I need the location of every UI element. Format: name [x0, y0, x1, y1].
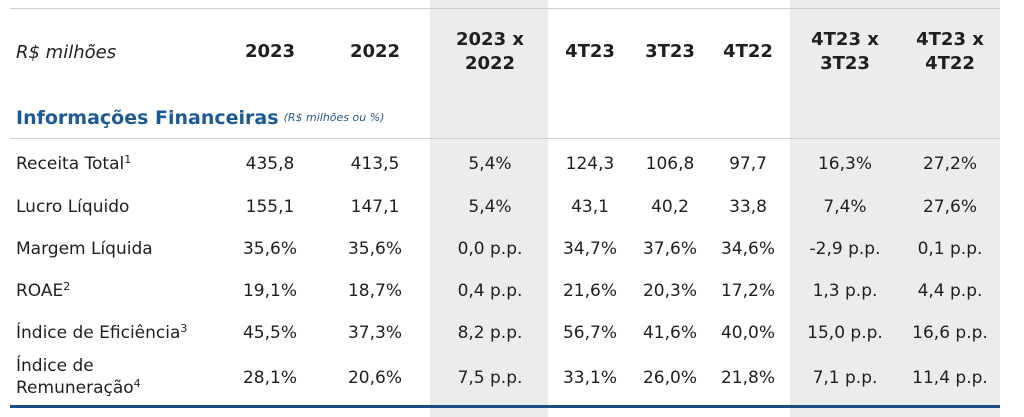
table-cell: 18,7% [347, 281, 402, 301]
row-label-text: Receita Total [16, 154, 125, 174]
table-cell: 37,3% [347, 323, 402, 343]
table-cell: 124,3 [565, 154, 615, 174]
table-cell: 155,1 [245, 197, 295, 217]
col-header-3T23: 3T23 [645, 41, 695, 62]
table-cell: 27,6% [922, 197, 977, 217]
row-label: Receita Total1 [16, 146, 131, 182]
section-subtitle: (R$ milhões ou %) [283, 110, 385, 124]
table-cell: 21,6% [562, 281, 617, 301]
table-cell: 40,0% [720, 323, 775, 343]
table-cell: 33,8 [729, 197, 767, 217]
footnote-marker: 2 [63, 280, 71, 293]
table-cell: 37,6% [642, 239, 697, 259]
unit-label: R$ milhões [16, 41, 117, 63]
table-cell: 35,6% [347, 239, 402, 259]
row-label-text: ROAE [16, 281, 64, 301]
table-cell: 20,3% [642, 281, 697, 301]
col-header-2023x2022: 2023 x 2022 [456, 29, 524, 74]
table-cell: 5,4% [468, 154, 512, 174]
table-cell: 8,2 p.p. [457, 323, 523, 343]
table-cell: 17,2% [720, 281, 775, 301]
table-cell: 0,4 p.p. [457, 281, 523, 301]
table-cell: 26,0% [642, 368, 697, 388]
row-label-text: Lucro Líquido [16, 197, 130, 217]
table-cell: 7,4% [823, 197, 867, 217]
row-label-text: Índice de Eficiência [16, 323, 181, 343]
row-label-text: Margem Líquida [16, 239, 153, 259]
footnote-marker: 3 [180, 322, 188, 335]
table-cell: 97,7 [729, 154, 767, 174]
table-cell: 15,0 p.p. [807, 323, 883, 343]
section-divider [10, 138, 1000, 139]
bottom-rule [10, 405, 1000, 408]
table-cell: 0,1 p.p. [917, 239, 983, 259]
table-cell: 4,4 p.p. [917, 281, 983, 301]
table-cell: 20,6% [347, 368, 402, 388]
row-label: Margem Líquida [16, 231, 153, 267]
col-header-4T23x3T23: 4T23 x 3T23 [811, 29, 879, 74]
col-header-4T23x4T22: 4T23 x 4T22 [916, 29, 984, 74]
table-cell: 7,5 p.p. [457, 368, 523, 388]
section-title: Informações Financeiras (R$ milhões ou %) [16, 107, 385, 129]
table-cell: 45,5% [242, 323, 297, 343]
table-cell: 33,1% [562, 368, 617, 388]
table-cell: 5,4% [468, 197, 512, 217]
table-cell: 1,3 p.p. [812, 281, 878, 301]
table-cell: 147,1 [350, 197, 400, 217]
table-cell: 0,0 p.p. [457, 239, 523, 259]
row-label: Lucro Líquido [16, 189, 129, 225]
shaded-columns-quarter-comparisons [790, 0, 1000, 417]
col-header-2022: 2022 [349, 41, 401, 62]
table-cell: 35,6% [242, 239, 297, 259]
footnote-marker: 4 [133, 377, 141, 390]
table-cell: -2,9 p.p. [809, 239, 881, 259]
row-label: Índice de Eficiência3 [16, 315, 187, 351]
col-header-4T23: 4T23 [565, 41, 615, 62]
row-label-text-line2: Remuneração [16, 378, 134, 398]
table-cell: 413,5 [350, 154, 400, 174]
row-label: ROAE2 [16, 273, 70, 309]
col-header-4T22: 4T22 [723, 41, 773, 62]
table-cell: 7,1 p.p. [812, 368, 878, 388]
table-cell: 19,1% [242, 281, 297, 301]
shaded-column-2023x2022 [430, 0, 548, 417]
col-header-2023: 2023 [244, 41, 296, 62]
table-cell: 34,6% [720, 239, 775, 259]
top-rule [10, 8, 1000, 9]
table-cell: 56,7% [562, 323, 617, 343]
table-cell: 27,2% [922, 154, 977, 174]
table-cell: 435,8 [245, 154, 295, 174]
table-cell: 43,1 [571, 197, 609, 217]
table-cell: 21,8% [720, 368, 775, 388]
table-cell: 16,3% [817, 154, 872, 174]
table-cell: 28,1% [242, 368, 297, 388]
table-cell: 41,6% [642, 323, 697, 343]
table-cell: 11,4 p.p. [912, 368, 988, 388]
table-cell: 106,8 [645, 154, 695, 174]
row-label-text: Índice de [16, 356, 94, 376]
table-cell: 34,7% [562, 239, 617, 259]
table-cell: 40,2 [651, 197, 689, 217]
footnote-marker: 1 [124, 153, 132, 166]
row-label: Índice de Remuneração4 [16, 355, 141, 401]
table-cell: 16,6 p.p. [912, 323, 988, 343]
